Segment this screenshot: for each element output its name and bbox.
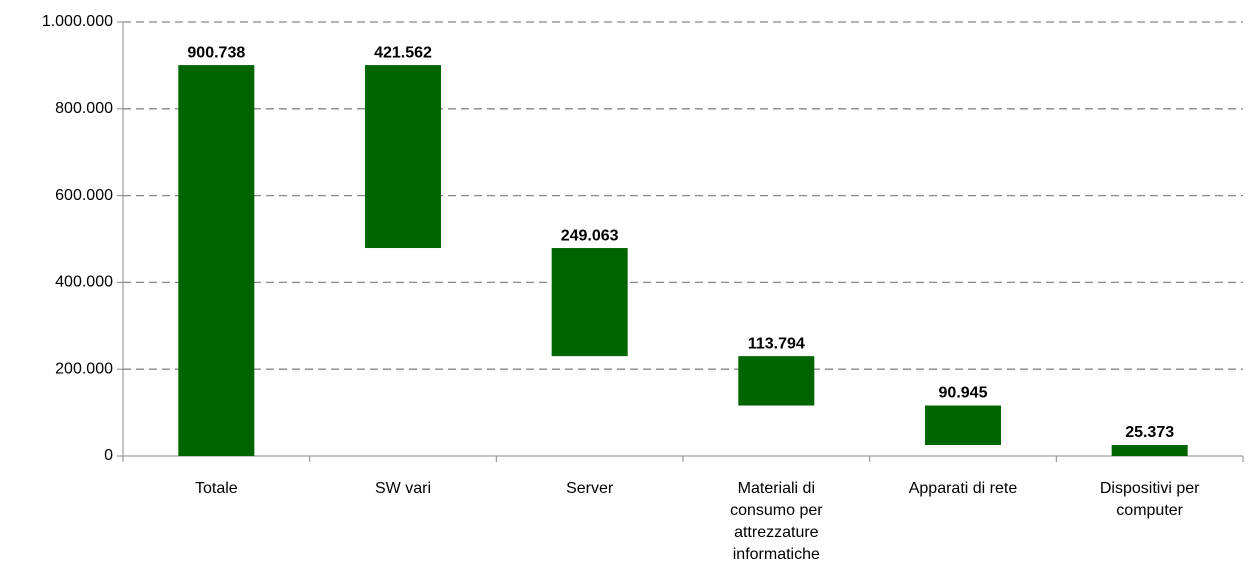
y-tick-label: 0 xyxy=(104,447,113,464)
x-tick-label: Materiali di consumo per attrezzature in… xyxy=(730,480,823,563)
x-tick-label: Server xyxy=(566,480,614,497)
data-label: 249.063 xyxy=(561,227,619,244)
y-tick-label: 600.000 xyxy=(55,187,113,204)
bar xyxy=(178,65,255,456)
data-label: 90.945 xyxy=(939,385,988,402)
x-tick-label: SW vari xyxy=(375,480,431,497)
x-tick-label: Apparati di rete xyxy=(908,480,1018,497)
y-tick-label: 200.000 xyxy=(55,360,113,377)
data-label: 25.373 xyxy=(1125,424,1174,441)
bar xyxy=(365,65,441,249)
y-tick-label: 400.000 xyxy=(55,274,113,291)
bar xyxy=(925,405,1001,445)
y-tick-label: 800.000 xyxy=(55,100,113,117)
y-tick-label: 1.000.000 xyxy=(42,13,113,30)
bar xyxy=(551,248,628,357)
x-tick-label: Totale xyxy=(194,480,238,497)
data-label: 900.738 xyxy=(187,44,245,61)
bar xyxy=(1111,444,1188,456)
data-label: 113.794 xyxy=(748,335,805,352)
x-tick-label: Dispositivi per computer xyxy=(1099,480,1200,519)
bar xyxy=(738,356,815,406)
data-label: 421.562 xyxy=(374,44,432,61)
